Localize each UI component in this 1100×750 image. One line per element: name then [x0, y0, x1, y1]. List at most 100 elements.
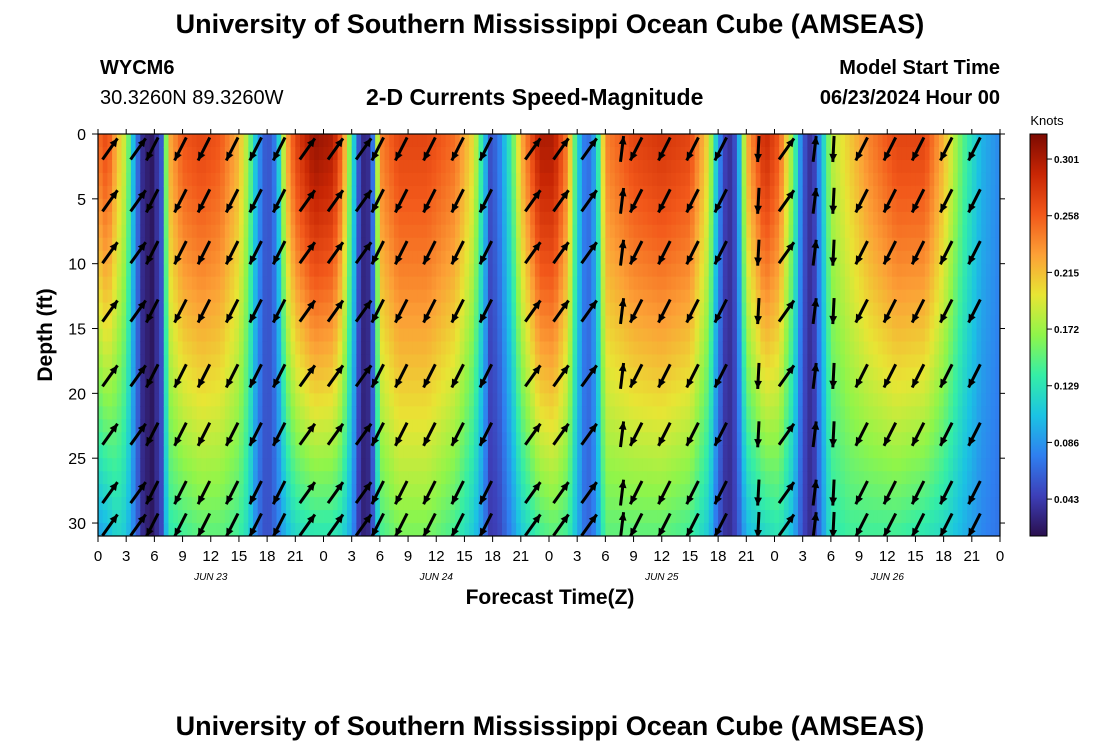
heat-cell — [408, 471, 414, 485]
heat-cell — [549, 341, 555, 356]
heat-cell — [478, 354, 484, 369]
heat-cell — [257, 328, 264, 343]
heat-cell — [107, 185, 113, 200]
heat-cell — [511, 263, 517, 278]
heat-cell — [107, 237, 113, 252]
heat-cell — [187, 302, 193, 317]
heat-cell — [337, 211, 343, 226]
heat-cell — [314, 510, 320, 524]
heat-cell — [793, 419, 799, 433]
heat-cell — [835, 159, 841, 174]
heat-cell — [797, 510, 804, 524]
heat-cell — [699, 159, 705, 174]
heat-cell — [769, 250, 776, 265]
heat-cell — [135, 134, 141, 148]
heat-cell — [816, 367, 823, 381]
heat-cell — [558, 134, 564, 148]
heat-cell — [149, 328, 155, 343]
heat-cell — [243, 250, 249, 265]
heat-cell — [187, 393, 193, 407]
heat-cell — [351, 159, 357, 174]
heat-cell — [633, 458, 639, 472]
heat-cell — [704, 302, 710, 317]
heat-cell — [544, 224, 550, 239]
heat-cell — [112, 328, 118, 343]
heat-cell — [511, 523, 517, 536]
heat-cell — [431, 302, 437, 317]
heat-cell — [351, 315, 357, 330]
heat-cell — [826, 211, 832, 226]
heat-cell — [520, 315, 527, 330]
heat-cell — [666, 341, 672, 356]
heat-cell — [285, 510, 292, 524]
heat-cell — [267, 458, 273, 472]
heat-cell — [746, 393, 752, 407]
heat-cell — [661, 406, 668, 420]
heat-cell — [215, 198, 221, 213]
heat-cell — [572, 458, 578, 472]
heat-cell — [600, 523, 606, 536]
heat-cell — [243, 354, 249, 369]
heat-cell — [826, 510, 832, 524]
heat-cell — [234, 432, 240, 446]
heat-cell — [769, 185, 776, 200]
heat-cell — [196, 484, 202, 498]
heat-cell — [440, 250, 447, 265]
heat-cell — [793, 445, 799, 459]
heat-cell — [534, 367, 541, 381]
heat-cell — [455, 445, 461, 459]
heat-cell — [159, 341, 165, 356]
heat-cell — [746, 198, 752, 213]
heat-cell — [196, 367, 202, 381]
heat-cell — [102, 276, 108, 291]
heat-cell — [595, 497, 602, 511]
heat-cell — [511, 146, 517, 161]
heat-cell — [323, 315, 329, 330]
heat-cell — [112, 341, 118, 356]
heat-cell — [732, 406, 738, 420]
heat-cell — [229, 354, 235, 369]
heat-cell — [116, 159, 123, 174]
heat-cell — [408, 224, 414, 239]
heat-cell — [487, 406, 494, 420]
heat-cell — [835, 185, 841, 200]
heat-cell — [384, 289, 390, 304]
heat-cell — [473, 471, 480, 485]
heat-cell — [661, 432, 668, 446]
heat-cell — [572, 224, 578, 239]
heat-cell — [755, 211, 762, 226]
heat-cell — [365, 172, 372, 187]
heat-cell — [567, 134, 574, 148]
heat-cell — [783, 510, 790, 524]
heat-cell — [755, 406, 762, 420]
heat-cell — [262, 185, 268, 200]
heat-cell — [144, 134, 151, 148]
heat-cell — [544, 367, 550, 381]
heat-cell — [642, 406, 649, 420]
heat-cell — [628, 211, 635, 226]
heat-cell — [107, 250, 113, 265]
heat-cell — [797, 250, 804, 265]
heat-cell — [807, 146, 813, 161]
heat-cell — [657, 471, 663, 485]
heat-cell — [502, 354, 508, 369]
heat-cell — [187, 185, 193, 200]
heat-cell — [525, 497, 531, 511]
heat-cell — [191, 237, 198, 252]
heat-cell — [112, 354, 118, 369]
heat-cell — [779, 471, 785, 485]
heat-cell — [276, 134, 282, 148]
heat-cell — [765, 289, 771, 304]
heat-cell — [393, 237, 400, 252]
heat-cell — [450, 328, 456, 343]
heat-cell — [342, 419, 348, 433]
heat-cell — [116, 315, 123, 330]
heat-cell — [647, 198, 653, 213]
heat-cell — [572, 159, 578, 174]
heat-cell — [332, 211, 339, 226]
heat-cell — [600, 497, 606, 511]
heat-cell — [652, 341, 658, 356]
heat-cell — [633, 263, 639, 278]
heat-cell — [384, 458, 390, 472]
heat-cell — [215, 185, 221, 200]
